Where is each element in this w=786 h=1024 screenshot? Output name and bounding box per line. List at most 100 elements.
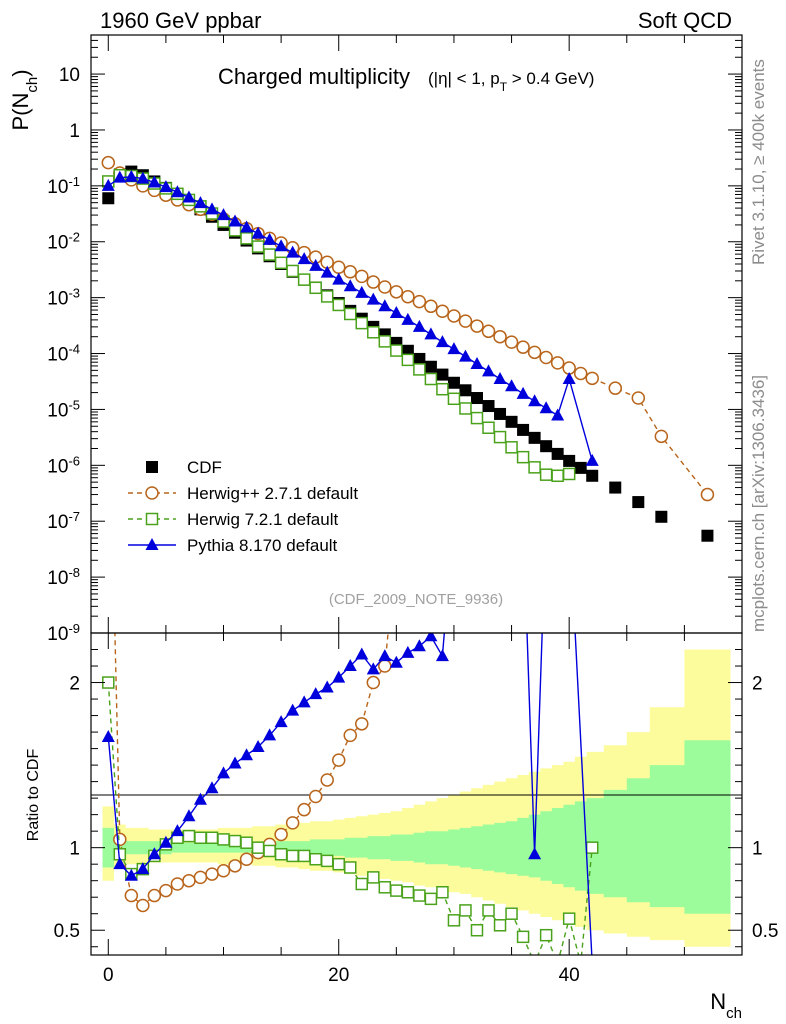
ratio-point-pythia [435, 649, 449, 662]
upper-series-group [101, 155, 715, 542]
ratio-point-pythia [378, 649, 392, 662]
ratio-point-herwig7 [182, 829, 196, 843]
point-herwigpp [447, 309, 461, 323]
point-herwigpp [481, 324, 496, 339]
point-pythia [136, 171, 150, 184]
ratio-point-herwigpp [285, 816, 300, 830]
legend-marker-cdf [146, 461, 158, 473]
ratio-y-tick-label-right: 2 [752, 674, 763, 695]
lower-frame [90, 632, 743, 956]
point-herwig7 [436, 382, 449, 396]
point-pythia [482, 364, 496, 377]
point-pythia [159, 180, 173, 193]
ratio-point-pythia [228, 756, 242, 769]
point-pythia [539, 401, 553, 414]
point-herwig7 [562, 467, 576, 481]
point-pythia [147, 175, 161, 188]
point-herwigpp [493, 329, 507, 344]
ratio-point-herwig7 [332, 857, 345, 871]
side-label-source: mcplots.cern.ch [arXiv:1306.3436] [749, 375, 768, 632]
ratio-point-herwig7 [516, 930, 530, 944]
point-cdf [551, 447, 564, 460]
ratio-point-pythia [424, 633, 438, 642]
ratio-point-herwig7 [482, 904, 495, 917]
ratio-point-herwig7 [493, 919, 507, 932]
point-pythia [343, 279, 357, 292]
ratio-point-herwig7 [539, 928, 553, 942]
ratio-point-pythia [343, 659, 357, 672]
ratio-band-inner [102, 740, 731, 914]
ratio-point-pythia [113, 857, 127, 870]
ratio-point-herwigpp [136, 898, 150, 913]
point-cdf [563, 454, 576, 467]
point-cdf [102, 192, 115, 205]
x-tick-label: 20 [328, 965, 349, 986]
point-herwig7 [367, 326, 380, 339]
ratio-point-herwigpp [147, 888, 162, 903]
ratio-point-herwig7 [205, 831, 219, 845]
ratio-point-herwigpp [320, 773, 334, 787]
x-axis-title: Nch [710, 989, 742, 1022]
ratio-point-herwig7 [274, 848, 288, 861]
point-herwigpp [366, 275, 381, 289]
point-cdf [482, 400, 495, 413]
point-herwigpp [401, 289, 415, 304]
point-pythia [378, 299, 392, 312]
y-tick-label: 10-1 [47, 173, 80, 198]
point-herwig7 [528, 461, 541, 474]
point-pythia [528, 394, 542, 407]
point-herwigpp [355, 269, 369, 284]
ratio-point-herwigpp [355, 717, 369, 731]
ratio-point-herwig7 [263, 844, 276, 858]
ratio-y-tick-label: 0.5 [54, 921, 80, 942]
point-herwigpp [470, 319, 484, 333]
ratio-point-pythia [528, 847, 542, 860]
point-herwigpp [378, 280, 392, 294]
x-tick-label: 40 [559, 965, 580, 986]
ratio-point-herwig7 [562, 912, 576, 925]
y-tick-label: 10 [59, 65, 80, 86]
point-pythia [355, 285, 369, 298]
point-herwig7 [320, 290, 334, 303]
point-herwig7 [309, 281, 322, 295]
legend-label-herwigpp: Herwig++ 2.7.1 default [187, 484, 358, 503]
point-herwig7 [505, 441, 518, 454]
point-pythia [447, 342, 461, 355]
ratio-point-herwig7 [355, 877, 369, 891]
point-herwigpp [585, 371, 599, 386]
point-herwig7 [551, 469, 564, 483]
ratio-point-pythia [297, 695, 311, 708]
point-herwig7 [343, 307, 357, 321]
distribution-panel: 10-910-810-710-610-510-410-310-210-1110 … [8, 34, 743, 646]
point-herwig7 [413, 363, 426, 376]
point-pythia [551, 408, 565, 421]
ratio-point-herwig7 [286, 849, 299, 863]
point-pythia [286, 245, 300, 258]
point-herwigpp [101, 155, 116, 170]
point-herwigpp [608, 381, 623, 395]
point-herwig7 [263, 248, 276, 261]
point-herwig7 [482, 421, 495, 435]
ratio-point-herwigpp [124, 888, 139, 903]
point-herwigpp [343, 265, 357, 279]
ratio-point-pythia [124, 868, 138, 881]
point-herwigpp [458, 314, 473, 328]
point-herwig7 [390, 344, 403, 357]
ratio-point-herwigpp [182, 873, 196, 888]
point-cdf [470, 392, 483, 405]
point-cdf [424, 360, 437, 373]
point-cdf [528, 431, 541, 444]
ratio-y-tick-label-right: 0.5 [752, 921, 778, 942]
point-cdf [586, 469, 599, 482]
ratio-point-pythia [412, 639, 426, 652]
ratio-point-pythia [217, 766, 231, 779]
y-tick-label: 10-9 [47, 621, 80, 646]
point-pythia [124, 169, 138, 182]
point-herwigpp [527, 345, 542, 360]
y-tick-label: 10-5 [47, 397, 80, 422]
point-cdf [655, 510, 668, 523]
point-pythia [182, 190, 196, 203]
ratio-point-pythia [147, 847, 161, 860]
ratio-point-pythia [136, 862, 150, 875]
ratio-point-herwig7 [413, 889, 426, 902]
